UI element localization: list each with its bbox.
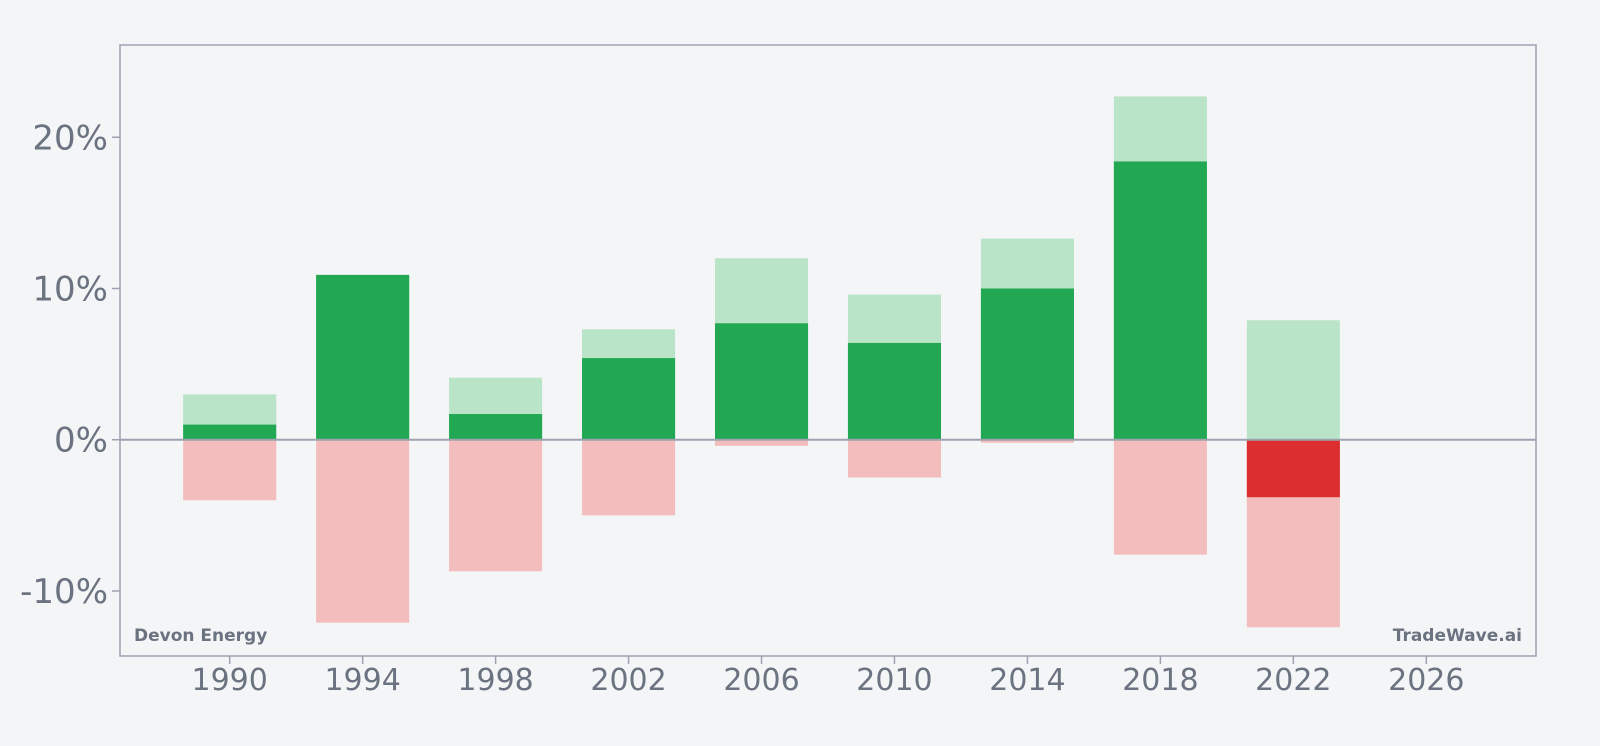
bar-2006-low-range — [714, 439, 809, 446]
bar-2022-close — [1246, 439, 1340, 498]
x-tick-label: 2006 — [723, 663, 799, 698]
bar-1994-low-range — [316, 439, 410, 623]
plot-frame — [119, 44, 1537, 657]
y-tick-label: 10% — [32, 269, 108, 309]
y-tick-label: 0% — [54, 421, 108, 461]
y-tick-label: 20% — [32, 118, 108, 158]
x-tick-label: 2014 — [989, 663, 1065, 698]
bar-2022-high-range — [1246, 320, 1340, 440]
y-axis: -10% 0% 10% 20% — [20, 118, 120, 612]
x-tick-label: 2002 — [590, 663, 666, 698]
y-tick-label: -10% — [20, 572, 108, 612]
bar-2002-low-range — [582, 439, 676, 516]
x-tick-label: 2010 — [856, 663, 932, 698]
bars-layer — [183, 96, 1340, 628]
x-tick-label: 2022 — [1255, 663, 1331, 698]
brand-watermark: TradeWave.ai — [1393, 626, 1522, 646]
bar-2010-close — [847, 342, 942, 440]
x-axis: 1990 1994 1998 2002 2006 2010 2014 2018 2022 2026 — [192, 656, 1464, 698]
bar-1994-close — [316, 274, 410, 440]
bar-2006-close — [714, 323, 809, 440]
bar-2010-low-range — [847, 439, 942, 478]
bar-1998-close — [449, 414, 543, 440]
bar-2018-close — [1113, 161, 1207, 440]
x-tick-label: 2026 — [1388, 663, 1464, 698]
company-label: Devon Energy — [134, 626, 267, 646]
bar-1998-low-range — [449, 439, 543, 572]
x-tick-label: 1990 — [192, 663, 268, 698]
x-tick-label: 1994 — [324, 663, 400, 698]
bar-2018-low-range — [1113, 439, 1207, 555]
bar-1990-low-range — [183, 439, 277, 501]
bar-2014-close — [980, 288, 1074, 440]
bar-2014-low-range — [980, 439, 1074, 443]
x-tick-label: 2018 — [1122, 663, 1198, 698]
x-tick-label: 1998 — [457, 663, 533, 698]
bar-2002-close — [582, 358, 676, 440]
bar-1990-close — [183, 424, 277, 440]
